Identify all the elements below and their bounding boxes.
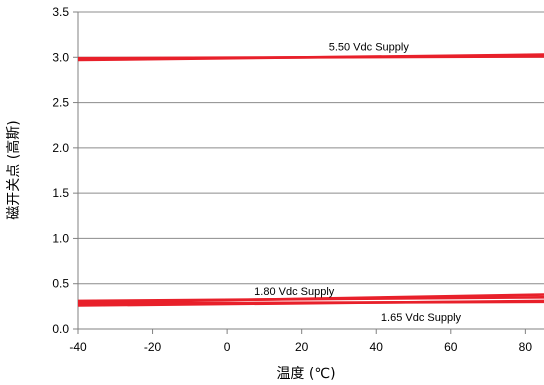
y-tick-label: 2.0 xyxy=(52,141,69,155)
x-tick-label: 20 xyxy=(295,340,309,354)
gridlines xyxy=(78,11,544,285)
x-tick-label: 60 xyxy=(444,340,458,354)
y-tick-label: 2.5 xyxy=(52,96,69,110)
x-tick-label: 40 xyxy=(370,340,384,354)
tick-labels: 0.0 0.5 1.0 1.5 2.0 2.5 3.0 3.5 -40 -20 0 20 40 60 80 xyxy=(52,5,532,354)
x-axis-title: 温度 (℃) xyxy=(276,366,335,382)
series-lines xyxy=(77,53,544,307)
annotation-2: 1.80 Vdc Supply xyxy=(254,286,335,298)
y-tick-label: 3.5 xyxy=(52,5,69,19)
y-tick-label: 3.0 xyxy=(52,50,69,64)
x-tick-label: 80 xyxy=(519,340,533,354)
annotation-1: 5.50 Vdc Supply xyxy=(329,41,410,53)
series-line-4 xyxy=(77,296,544,303)
y-tick-label: 0.0 xyxy=(52,322,69,336)
x-tick-label: -20 xyxy=(144,340,162,354)
x-tick-label: 0 xyxy=(224,340,231,354)
series-line-6 xyxy=(77,300,544,305)
y-tick-label: 1.5 xyxy=(52,186,69,200)
axes xyxy=(73,11,544,334)
x-tick-label: -40 xyxy=(69,340,87,354)
y-axis-title: 磁开关点 (高斯) xyxy=(5,120,22,219)
y-tick-label: 1.0 xyxy=(52,231,69,245)
annotation-3: 1.65 Vdc Supply xyxy=(381,312,462,324)
annotations: 5.50 Vdc Supply 1.80 Vdc Supply 1.65 Vdc S… xyxy=(254,41,461,324)
y-tick-label: 0.5 xyxy=(52,277,69,291)
series-line-2 xyxy=(77,55,544,60)
